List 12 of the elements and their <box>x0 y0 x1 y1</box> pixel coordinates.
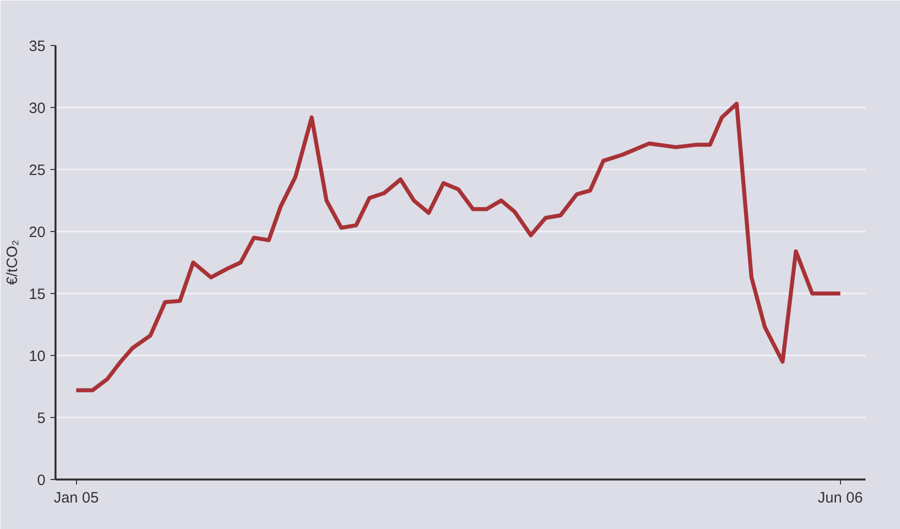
y-tick-label: 15 <box>28 286 46 303</box>
x-tick-label: Jan 05 <box>54 490 99 506</box>
y-tick-label: 0 <box>37 472 46 489</box>
y-tick-label: 5 <box>37 410 46 427</box>
y-axis-title: €/tCO₂ <box>4 240 21 285</box>
line-series <box>74 102 842 392</box>
x-tick-label: Jun 06 <box>818 490 863 506</box>
y-tick-label: 25 <box>28 162 46 179</box>
y-tick-label: 20 <box>28 224 46 241</box>
y-tick-label: 35 <box>28 38 46 55</box>
y-tick-label: 30 <box>28 100 46 117</box>
y-tick-label: 10 <box>28 348 46 365</box>
